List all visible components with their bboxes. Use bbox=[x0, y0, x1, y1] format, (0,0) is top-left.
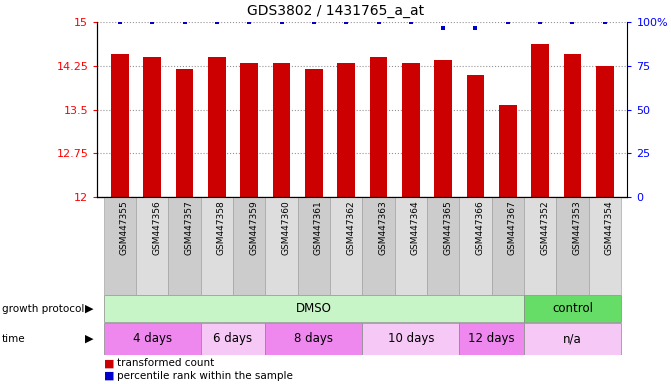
Bar bbox=[104, 323, 201, 354]
Bar bbox=[305, 69, 323, 197]
Text: DMSO: DMSO bbox=[296, 302, 331, 315]
Bar bbox=[499, 105, 517, 197]
Text: ■: ■ bbox=[104, 358, 115, 368]
Point bbox=[567, 19, 578, 25]
Bar bbox=[564, 54, 581, 197]
Text: ■: ■ bbox=[104, 371, 115, 381]
Bar bbox=[136, 197, 168, 295]
Point bbox=[211, 19, 222, 25]
Point bbox=[599, 19, 610, 25]
Text: GSM447367: GSM447367 bbox=[508, 200, 517, 255]
Text: 8 days: 8 days bbox=[295, 333, 333, 345]
Bar bbox=[104, 295, 524, 322]
Text: percentile rank within the sample: percentile rank within the sample bbox=[117, 371, 293, 381]
Point bbox=[437, 25, 448, 31]
Point bbox=[470, 25, 481, 31]
Point bbox=[503, 19, 513, 25]
Bar bbox=[168, 197, 201, 295]
Text: GSM447362: GSM447362 bbox=[346, 200, 355, 255]
Text: transformed count: transformed count bbox=[117, 358, 215, 368]
Text: GSM447364: GSM447364 bbox=[411, 200, 420, 255]
Text: time: time bbox=[2, 334, 25, 344]
Text: GSM447360: GSM447360 bbox=[282, 200, 291, 255]
Bar bbox=[265, 323, 362, 354]
Bar bbox=[208, 57, 225, 197]
Bar bbox=[524, 295, 621, 322]
Text: n/a: n/a bbox=[563, 333, 582, 345]
Text: 6 days: 6 days bbox=[213, 333, 252, 345]
Text: 4 days: 4 days bbox=[133, 333, 172, 345]
Text: GSM447352: GSM447352 bbox=[540, 200, 549, 255]
Point bbox=[179, 19, 190, 25]
Text: GSM447353: GSM447353 bbox=[572, 200, 582, 255]
Text: GSM447354: GSM447354 bbox=[605, 200, 614, 255]
Bar bbox=[362, 197, 395, 295]
Point bbox=[115, 19, 125, 25]
Point bbox=[276, 19, 287, 25]
Bar bbox=[330, 197, 362, 295]
Point bbox=[244, 19, 254, 25]
Bar bbox=[588, 197, 621, 295]
Bar bbox=[201, 197, 233, 295]
Point bbox=[373, 19, 384, 25]
Bar bbox=[233, 197, 265, 295]
Text: GSM447365: GSM447365 bbox=[443, 200, 452, 255]
Bar bbox=[395, 197, 427, 295]
Bar bbox=[176, 69, 193, 197]
Bar bbox=[402, 63, 420, 197]
Bar bbox=[111, 54, 129, 197]
Text: GSM447359: GSM447359 bbox=[249, 200, 258, 255]
Bar bbox=[104, 197, 136, 295]
Text: growth protocol: growth protocol bbox=[2, 304, 85, 314]
Point bbox=[535, 19, 546, 25]
Bar bbox=[240, 63, 258, 197]
Bar bbox=[144, 57, 161, 197]
Point bbox=[147, 19, 158, 25]
Text: GSM447361: GSM447361 bbox=[314, 200, 323, 255]
Text: 10 days: 10 days bbox=[388, 333, 434, 345]
Text: control: control bbox=[552, 302, 593, 315]
Bar bbox=[265, 197, 298, 295]
Text: ▶: ▶ bbox=[85, 304, 93, 314]
Bar bbox=[362, 323, 460, 354]
Text: GDS3802 / 1431765_a_at: GDS3802 / 1431765_a_at bbox=[247, 5, 424, 18]
Text: GSM447356: GSM447356 bbox=[152, 200, 161, 255]
Text: GSM447357: GSM447357 bbox=[185, 200, 193, 255]
Bar bbox=[531, 45, 549, 197]
Bar bbox=[201, 323, 265, 354]
Bar bbox=[298, 197, 330, 295]
Text: ▶: ▶ bbox=[85, 334, 93, 344]
Text: GSM447366: GSM447366 bbox=[476, 200, 484, 255]
Bar bbox=[556, 197, 588, 295]
Bar bbox=[272, 63, 291, 197]
Point bbox=[405, 19, 416, 25]
Bar bbox=[524, 323, 621, 354]
Bar bbox=[596, 66, 614, 197]
Bar bbox=[524, 197, 556, 295]
Bar bbox=[460, 323, 524, 354]
Text: GSM447355: GSM447355 bbox=[120, 200, 129, 255]
Text: GSM447358: GSM447358 bbox=[217, 200, 226, 255]
Text: GSM447363: GSM447363 bbox=[378, 200, 387, 255]
Bar bbox=[338, 63, 355, 197]
Bar bbox=[434, 60, 452, 197]
Bar bbox=[492, 197, 524, 295]
Bar bbox=[370, 57, 387, 197]
Bar bbox=[460, 197, 492, 295]
Bar bbox=[427, 197, 460, 295]
Point bbox=[309, 19, 319, 25]
Text: 12 days: 12 days bbox=[468, 333, 515, 345]
Bar bbox=[466, 75, 484, 197]
Point bbox=[341, 19, 352, 25]
